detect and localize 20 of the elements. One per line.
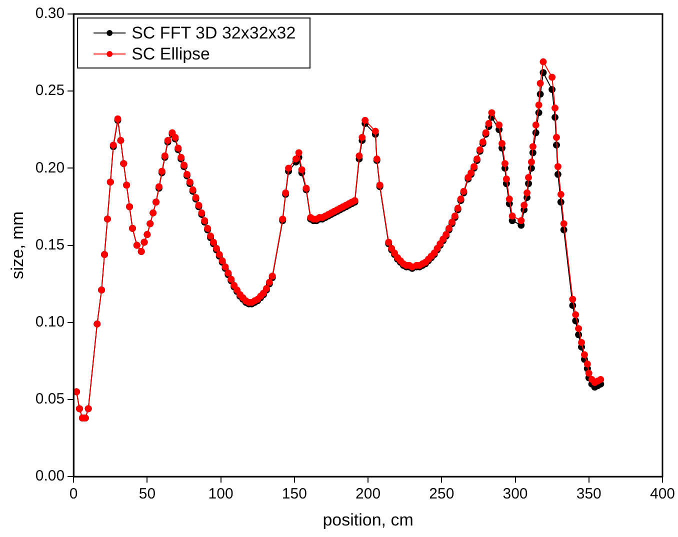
x-tick-label: 150 [282, 486, 307, 503]
y-tick-label: 0.25 [35, 82, 65, 100]
x-tick-label: 200 [356, 486, 381, 503]
y-tick-label: 0.10 [35, 314, 65, 331]
y-tick-label: 0.15 [35, 236, 65, 254]
x-tick-label: 100 [208, 486, 234, 503]
x-tick-label: 350 [576, 486, 602, 503]
y-tick-label: 0.30 [35, 5, 65, 22]
y-tick-label: 0.00 [35, 468, 65, 485]
x-tick-label: 300 [502, 486, 528, 503]
y-tick-label: 0.05 [35, 390, 65, 408]
x-tick-label: 50 [138, 486, 156, 503]
x-tick-label: 0 [69, 486, 78, 503]
legend-label: SC FFT 3D 32x32x32 [132, 24, 296, 43]
x-axis-title: position, cm [322, 510, 414, 530]
legend-label: SC Ellipse [132, 44, 210, 64]
y-axis-title: size, mm [8, 211, 27, 280]
x-tick-label: 400 [650, 486, 675, 503]
y-tick-label: 0.20 [35, 159, 65, 176]
x-tick-label: 250 [429, 486, 454, 503]
